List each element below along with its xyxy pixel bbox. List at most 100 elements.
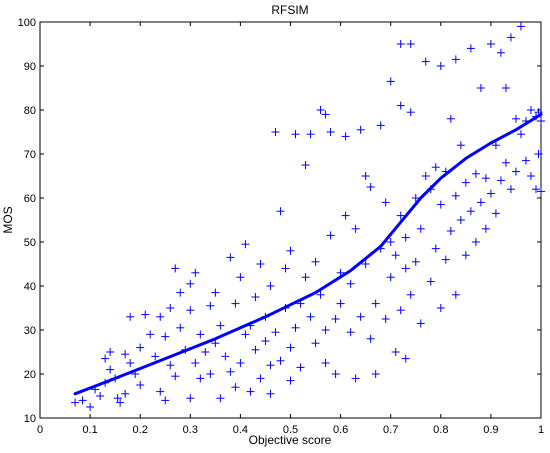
scatter-point [381, 198, 390, 207]
scatter-point [236, 273, 245, 282]
scatter-point [316, 290, 325, 299]
scatter-point [226, 367, 235, 376]
scatter-point [201, 348, 210, 356]
scatter-point [406, 290, 415, 299]
scatter-point [331, 315, 340, 323]
scatter-point [466, 44, 475, 53]
scatter-point [501, 84, 510, 92]
axis-ticks: 0 0.1 0.2 0.3 0.4 0.5 0.6 0.7 0.8 0.9 1 10 20 30 40 50 6… [18, 17, 544, 436]
scatter-point [526, 106, 535, 114]
scatter-point [396, 101, 405, 110]
scatter-point [161, 396, 170, 405]
scatter-point [78, 396, 87, 405]
scatter-point [301, 273, 310, 282]
scatter-point [386, 238, 395, 246]
scatter-point [86, 403, 95, 411]
x-tick-label: 0.5 [283, 424, 298, 436]
scatter-point [366, 334, 375, 343]
scatter-point [401, 233, 410, 242]
scatter-point [496, 176, 505, 185]
scatter-point [281, 264, 290, 273]
y-tick-label: 40 [24, 281, 36, 293]
scatter-point [206, 301, 215, 310]
scatter-point [241, 330, 250, 339]
scatter-point [286, 343, 295, 352]
scatter-point [106, 365, 115, 374]
scatter-point [446, 227, 455, 235]
scatter-point [391, 251, 400, 260]
fit-curve [73, 112, 543, 396]
scatter-point [311, 257, 320, 266]
scatter-point [341, 211, 350, 220]
x-tick-label: 0 [37, 424, 43, 436]
scatter-point [376, 121, 385, 130]
scatter-point [481, 174, 490, 183]
scatter-point [411, 257, 420, 266]
scatter-point [481, 224, 490, 233]
scatter-point [306, 130, 315, 139]
scatter-point [176, 323, 185, 332]
scatter-point [101, 354, 110, 363]
scatter-point [206, 370, 215, 378]
scatter-point [151, 352, 160, 361]
scatter-point [166, 304, 175, 312]
scatter-point [431, 244, 440, 253]
scatter-point [506, 33, 515, 42]
scatter-point [321, 110, 330, 119]
scatter-point [196, 330, 205, 339]
y-tick-label: 20 [24, 369, 36, 381]
scatter-point [441, 255, 450, 264]
scatter-point [516, 22, 525, 31]
y-tick-label: 100 [18, 17, 36, 29]
x-tick-label: 1 [538, 424, 544, 436]
scatter-point [396, 40, 405, 48]
scatter-point [251, 293, 260, 301]
scatter-point [321, 359, 330, 367]
scatter-point [276, 356, 285, 365]
scatter-point [296, 363, 305, 372]
scatter-point [386, 273, 395, 282]
scatter-point [113, 394, 122, 403]
scatter-point [266, 282, 275, 290]
scatter-point [326, 128, 335, 136]
scatter-point [366, 183, 375, 191]
scatter-point [531, 185, 540, 194]
scatter-point [446, 114, 455, 123]
x-tick-label: 0.7 [383, 424, 398, 436]
scatter-point [171, 372, 180, 381]
scatter-point [471, 169, 480, 178]
scatter-point [416, 319, 425, 328]
scatter-point [486, 189, 495, 198]
scatter-point [486, 40, 495, 48]
scatter-point [351, 224, 360, 233]
scatter-point [346, 328, 355, 337]
scatter-point [231, 299, 240, 308]
x-tick-label: 0.1 [82, 424, 97, 436]
scatter-point [161, 332, 170, 341]
scatter-point [186, 306, 195, 315]
scatter-point [436, 304, 445, 312]
scatter-point [251, 345, 260, 354]
scatter-point [116, 398, 125, 407]
scatter-point [236, 359, 245, 367]
x-tick-label: 0.3 [183, 424, 198, 436]
scatter-point [496, 48, 505, 57]
scatter-point [451, 290, 460, 299]
scatter-point [186, 394, 195, 403]
scatter-point [291, 323, 300, 332]
scatter-point [361, 172, 370, 180]
scatter-point [537, 117, 545, 125]
scatter-point [371, 299, 380, 308]
scatter-point [421, 57, 430, 66]
scatter-point [216, 321, 225, 330]
scatter-point [291, 130, 300, 139]
scatter-point [106, 348, 115, 356]
scatter-point [176, 288, 185, 297]
x-tick-label: 0.2 [133, 424, 148, 436]
scatter-point [286, 376, 295, 385]
scatter-point [537, 187, 545, 196]
scatter-point [456, 216, 465, 224]
scatter-point [191, 359, 200, 367]
scatter-point [246, 387, 255, 396]
